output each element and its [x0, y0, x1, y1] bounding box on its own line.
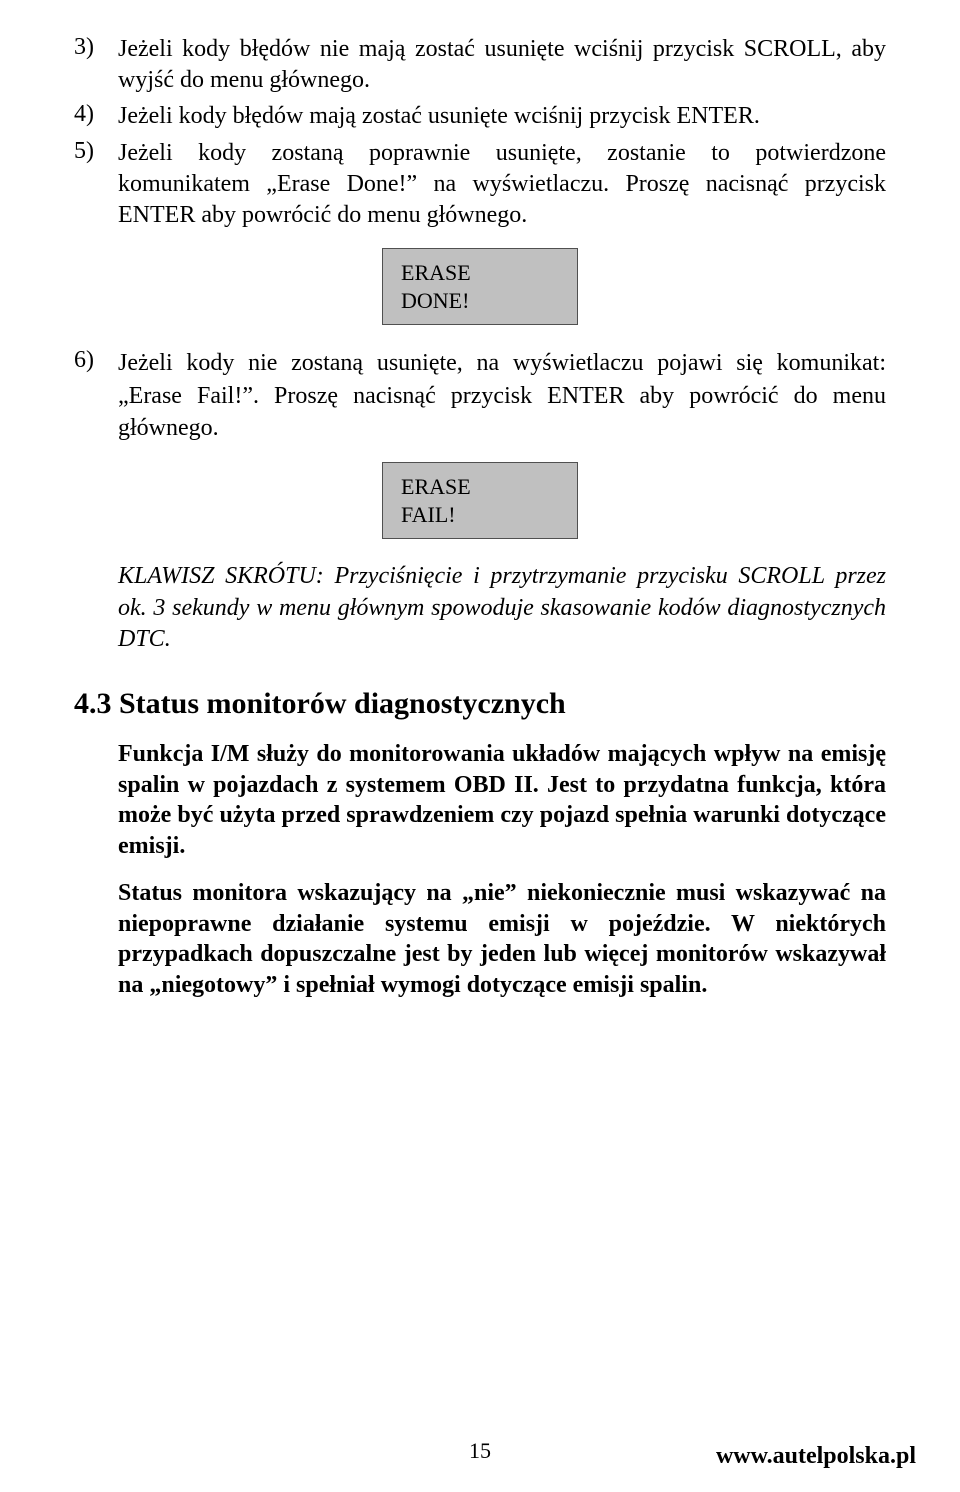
list-body-6: Jeżeli kody nie zostaną usunięte, na wyś…: [118, 347, 886, 444]
list-number-5: 5): [74, 138, 118, 165]
list-body-5: Jeżeli kody zostaną poprawnie usunięte, …: [118, 138, 886, 230]
lcd-line-1: ERASE: [401, 473, 559, 501]
list-body-3: Jeżeli kody błędów nie mają zostać usuni…: [118, 34, 886, 95]
list-number-6: 6): [74, 347, 118, 374]
footer-url: www.autelpolska.pl: [716, 1443, 916, 1470]
section-paragraph-1: Funkcja I/M służy do monitorowania układ…: [118, 739, 886, 862]
lcd-box-erase-fail: ERASE FAIL!: [382, 462, 578, 539]
list-number-3: 3): [74, 34, 118, 61]
list-item-4: 4) Jeżeli kody błędów mają zostać usunię…: [74, 101, 886, 132]
list-item-6: 6) Jeżeli kody nie zostaną usunięte, na …: [74, 347, 886, 444]
lcd-box-erase-done: ERASE DONE!: [382, 248, 578, 325]
lcd-line-1: ERASE: [401, 259, 559, 287]
list-item-5: 5) Jeżeli kody zostaną poprawnie usunięt…: [74, 138, 886, 230]
list-number-4: 4): [74, 101, 118, 128]
section-title: 4.3 Status monitorów diagnostycznych: [74, 687, 886, 721]
lcd-line-2: DONE!: [401, 287, 559, 315]
list-item-3: 3) Jeżeli kody błędów nie mają zostać us…: [74, 34, 886, 95]
shortcut-paragraph: KLAWISZ SKRÓTU: Przyciśnięcie i przytrzy…: [118, 561, 886, 655]
section-paragraph-2: Status monitora wskazujący na „nie” niek…: [118, 878, 886, 1001]
lcd-line-2: FAIL!: [401, 501, 559, 529]
list-body-4: Jeżeli kody błędów mają zostać usunięte …: [118, 101, 886, 132]
